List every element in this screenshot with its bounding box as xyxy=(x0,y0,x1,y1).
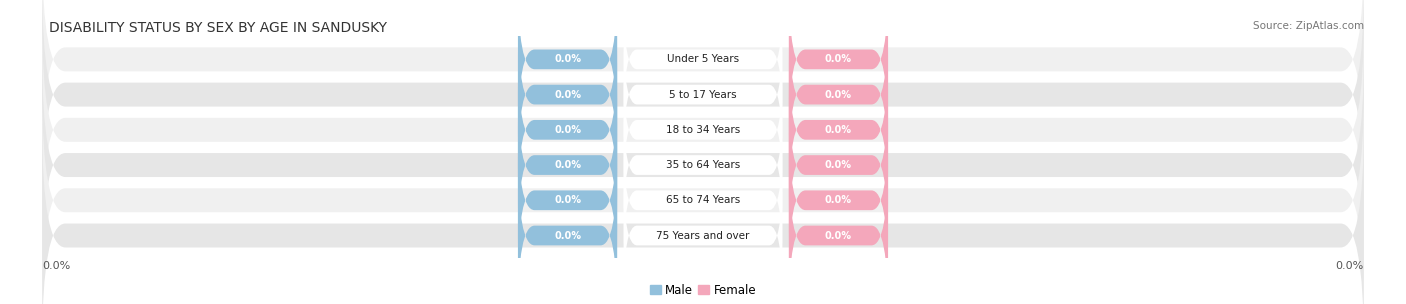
Text: 0.0%: 0.0% xyxy=(554,230,581,240)
Text: 65 to 74 Years: 65 to 74 Years xyxy=(666,195,740,205)
FancyBboxPatch shape xyxy=(42,124,1364,304)
Text: 75 Years and over: 75 Years and over xyxy=(657,230,749,240)
FancyBboxPatch shape xyxy=(517,122,617,278)
FancyBboxPatch shape xyxy=(517,16,617,173)
FancyBboxPatch shape xyxy=(42,0,1364,206)
Text: 0.0%: 0.0% xyxy=(825,160,852,170)
Text: 0.0%: 0.0% xyxy=(825,125,852,135)
FancyBboxPatch shape xyxy=(624,175,782,296)
FancyBboxPatch shape xyxy=(789,122,889,278)
Text: DISABILITY STATUS BY SEX BY AGE IN SANDUSKY: DISABILITY STATUS BY SEX BY AGE IN SANDU… xyxy=(49,21,387,35)
Text: 0.0%: 0.0% xyxy=(554,125,581,135)
FancyBboxPatch shape xyxy=(789,16,889,173)
Text: 0.0%: 0.0% xyxy=(554,195,581,205)
FancyBboxPatch shape xyxy=(517,0,617,138)
FancyBboxPatch shape xyxy=(624,105,782,226)
FancyBboxPatch shape xyxy=(517,52,617,208)
FancyBboxPatch shape xyxy=(624,0,782,120)
Legend: Male, Female: Male, Female xyxy=(645,279,761,301)
FancyBboxPatch shape xyxy=(42,89,1364,304)
Text: 0.0%: 0.0% xyxy=(825,54,852,64)
Text: 35 to 64 Years: 35 to 64 Years xyxy=(666,160,740,170)
Text: Under 5 Years: Under 5 Years xyxy=(666,54,740,64)
FancyBboxPatch shape xyxy=(624,69,782,190)
FancyBboxPatch shape xyxy=(42,19,1364,241)
Text: 0.0%: 0.0% xyxy=(554,90,581,100)
Text: Source: ZipAtlas.com: Source: ZipAtlas.com xyxy=(1253,21,1364,31)
FancyBboxPatch shape xyxy=(517,87,617,243)
FancyBboxPatch shape xyxy=(789,157,889,304)
FancyBboxPatch shape xyxy=(789,0,889,138)
Text: 0.0%: 0.0% xyxy=(1336,261,1364,271)
FancyBboxPatch shape xyxy=(789,52,889,208)
Text: 0.0%: 0.0% xyxy=(554,160,581,170)
Text: 0.0%: 0.0% xyxy=(825,195,852,205)
FancyBboxPatch shape xyxy=(517,157,617,304)
FancyBboxPatch shape xyxy=(42,54,1364,276)
Text: 0.0%: 0.0% xyxy=(554,54,581,64)
FancyBboxPatch shape xyxy=(42,0,1364,171)
Text: 18 to 34 Years: 18 to 34 Years xyxy=(666,125,740,135)
FancyBboxPatch shape xyxy=(624,34,782,155)
Text: 0.0%: 0.0% xyxy=(825,90,852,100)
Text: 5 to 17 Years: 5 to 17 Years xyxy=(669,90,737,100)
FancyBboxPatch shape xyxy=(624,140,782,261)
Text: 0.0%: 0.0% xyxy=(42,261,70,271)
Text: 0.0%: 0.0% xyxy=(825,230,852,240)
FancyBboxPatch shape xyxy=(789,87,889,243)
